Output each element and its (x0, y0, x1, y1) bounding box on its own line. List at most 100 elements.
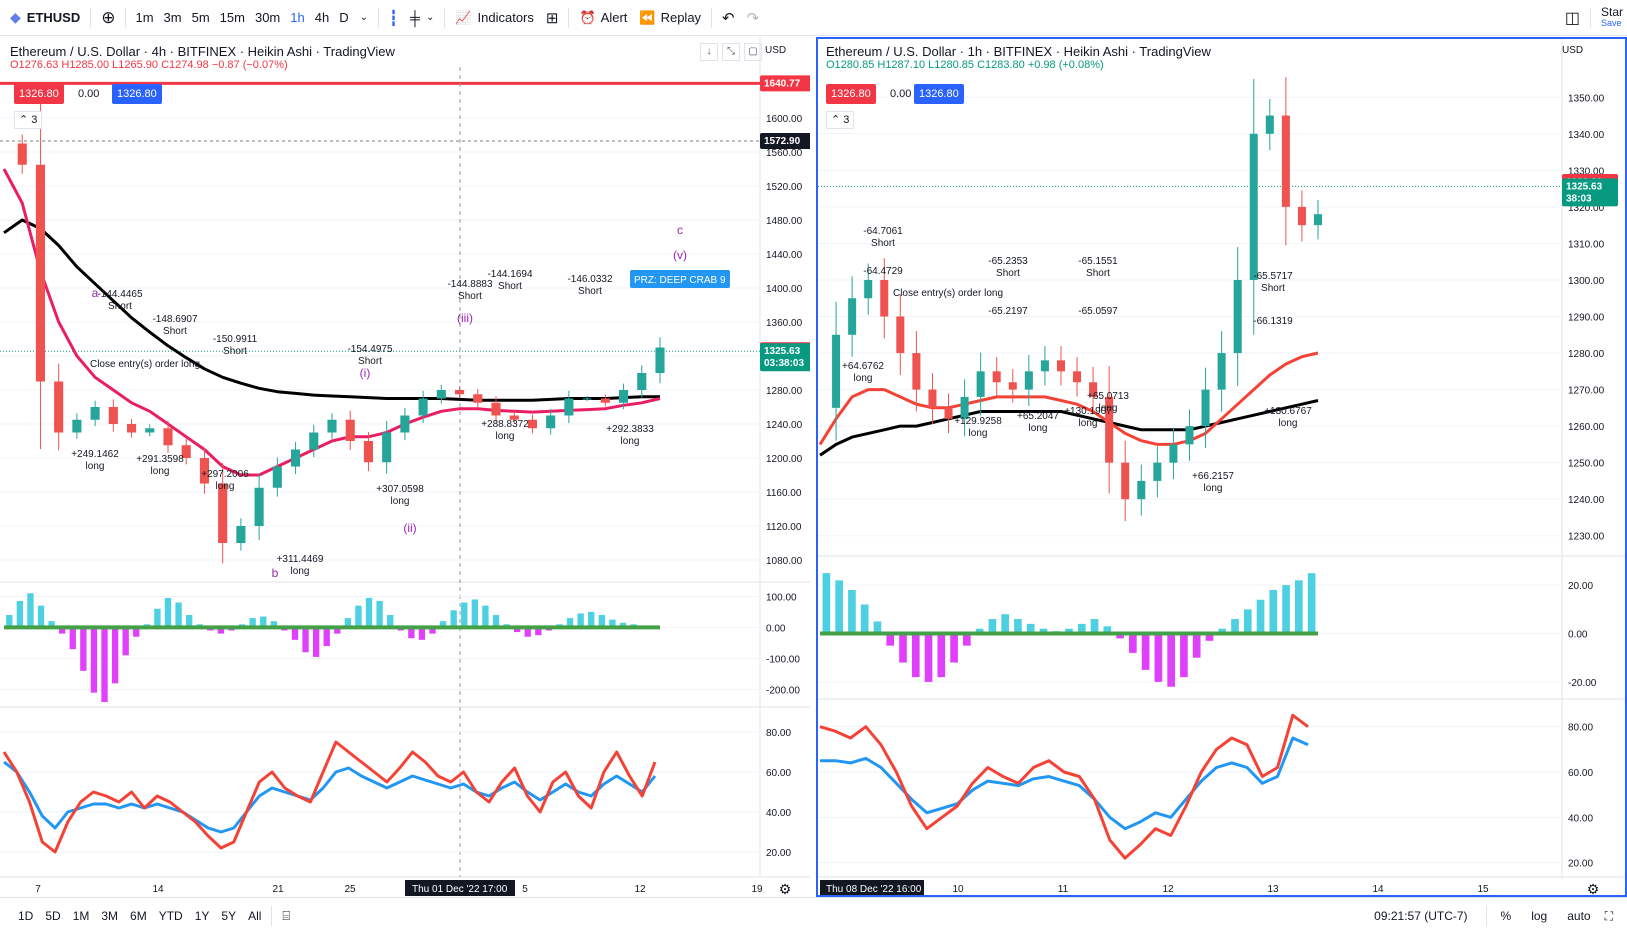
trade-annotation: -144.4465 (97, 289, 142, 300)
replay-label: Replay (660, 10, 702, 25)
trade-annotation-type: Short (358, 356, 382, 367)
chevron-down-icon: ⌄ (359, 12, 368, 23)
timeframe-1h[interactable]: 1h (290, 10, 305, 25)
range-1d[interactable]: 1D (18, 909, 34, 923)
trade-annotation: -144.8883 (447, 279, 492, 290)
price-axis-label: 1572.90 (764, 136, 801, 147)
bottom-toolbar: 1D 5D 1M 3M 6M YTD 1Y 5Y All ⌸ 09:21:57 (UTC-7) … (0, 897, 1627, 934)
timeframe-5m[interactable]: 5m (191, 10, 210, 25)
left-candle (345, 419, 355, 441)
right-bid-price[interactable]: 1326.80 (826, 84, 876, 104)
fullscreen-icon[interactable]: ⛶ (1604, 908, 1613, 923)
range-1m[interactable]: 1M (72, 909, 90, 923)
left-candle (254, 487, 264, 526)
price-axis-label-bg (1562, 178, 1618, 207)
range-ytd[interactable]: YTD (158, 909, 183, 923)
range-5y[interactable]: 5Y (221, 909, 237, 923)
left-candle (127, 424, 137, 433)
compare-button[interactable]: ⊕ (95, 4, 121, 32)
range-3m[interactable]: 3M (101, 909, 119, 923)
chart-type-button[interactable]: ┇ (383, 4, 404, 32)
range-all[interactable]: All (248, 909, 262, 923)
rewind-icon: ⏪ (639, 9, 656, 25)
trade-annotation-type: long (1099, 403, 1118, 414)
left-candle (291, 449, 301, 467)
settings-gear-icon: ⚙ (779, 881, 792, 897)
timeframe-4h[interactable]: 4h (314, 10, 330, 25)
arrow-down-icon[interactable]: ↓ (700, 43, 718, 61)
y-tick-label: 100.00 (766, 592, 797, 603)
timeframe-30m[interactable]: 30m (254, 10, 281, 25)
trade-annotation: +307.0598 (376, 484, 424, 495)
collapse-pane-icon[interactable]: ⤡ (722, 43, 740, 61)
x-tick-label: 7 (35, 884, 41, 895)
right-indicator-collapse[interactable]: ⌃ 3 (826, 111, 855, 129)
range-1y[interactable]: 1Y (194, 909, 210, 923)
trade-annotation: +311.4469 (277, 554, 324, 565)
right-chart-pane[interactable]: 1230.00 1240.00 1250.00 1260.00 1270.00 1280.… (816, 37, 1627, 897)
indicators-button[interactable]: 📈 Indicators (449, 4, 540, 32)
percent-toggle[interactable]: % (1500, 909, 1512, 923)
y-tick-label: 80.00 (766, 728, 791, 739)
maximize-pane-icon[interactable]: ▢ (744, 43, 762, 61)
left-currency-label[interactable]: USD (765, 45, 787, 56)
trade-annotation-type: long (969, 428, 988, 439)
auto-toggle[interactable]: auto (1567, 909, 1591, 923)
templates-button[interactable]: ⊞ (540, 4, 565, 32)
right-chart-canvas[interactable]: 1230.001240.001250.001260.001270.001280.… (818, 39, 1625, 895)
trade-annotation-type: long (1279, 418, 1298, 429)
save-button[interactable]: Star Save (1595, 4, 1627, 32)
trade-annotation: +129.9258 (954, 416, 1002, 427)
left-chart-title: Ethereum / U.S. Dollar · 4h · BITFINEX ·… (10, 44, 395, 59)
timeframe-15m[interactable]: 15m (219, 10, 245, 25)
goto-date-button[interactable]: ⌸ (276, 902, 296, 930)
bar-type-button[interactable]: ╪ ⌄ (404, 4, 440, 32)
timeframe-3m[interactable]: 3m (163, 10, 182, 25)
y-tick-label: -200.00 (766, 686, 800, 697)
y-tick-label: 1160.00 (766, 488, 802, 499)
left-candle (108, 407, 118, 424)
divider (271, 906, 273, 926)
left-chart-canvas[interactable]: 1080.001120.001160.001200.001240.001280.… (0, 37, 810, 897)
right-candle (976, 371, 985, 397)
right-candle (1169, 444, 1178, 463)
symbol-search[interactable]: ◆ ETHUSD (0, 4, 86, 32)
y-tick-label: 20.00 (1568, 581, 1593, 592)
price-axis-label-bg (760, 343, 810, 372)
undo-button[interactable]: ↶ (716, 4, 741, 32)
left-bid-price[interactable]: 1326.80 (14, 84, 64, 104)
replay-button[interactable]: ⏪ Replay (633, 4, 707, 32)
y-tick-label: 1520.00 (766, 182, 803, 193)
right-candle (944, 407, 953, 419)
trade-annotation-type: long (1029, 423, 1048, 434)
indicators-label: Indicators (477, 10, 534, 25)
timeframe-1m[interactable]: 1m (135, 10, 154, 25)
clock-time[interactable]: 09:21:57 (UTC-7) (1374, 909, 1468, 923)
left-candle (363, 441, 373, 463)
left-candle (90, 407, 100, 420)
redo-button[interactable]: ↷ (741, 4, 766, 32)
alert-button[interactable]: ⏰ Alert (573, 4, 633, 32)
timeframe-dropdown[interactable]: ⌄ (354, 4, 374, 32)
wave-label: b (272, 566, 279, 580)
range-6m[interactable]: 6M (130, 909, 147, 923)
layout-button[interactable]: ◫ (1559, 4, 1586, 32)
right-ask-price[interactable]: 1326.80 (914, 84, 964, 104)
left-indicator-collapse[interactable]: ⌃ 3 (14, 111, 43, 129)
right-candle (1281, 115, 1290, 207)
divider (125, 7, 127, 28)
range-5d[interactable]: 5D (45, 909, 61, 923)
left-candle (163, 428, 173, 446)
bars-icon: ╪ (410, 9, 420, 26)
timeframe-d[interactable]: D (339, 10, 349, 25)
log-toggle[interactable]: log (1531, 909, 1548, 923)
right-currency-label[interactable]: USD (1562, 45, 1584, 56)
left-ask-price[interactable]: 1326.80 (112, 84, 162, 104)
trade-annotation: -64.7061 (863, 226, 903, 237)
wave-label: a (92, 286, 99, 300)
crosshair-time-bg (405, 880, 515, 896)
left-chart-pane[interactable]: 1080.00 1120.00 1160.00 1200.00 1240.00 1280.… (0, 37, 810, 897)
trade-annotation: -65.5717 (1253, 271, 1293, 282)
left-candle (181, 445, 191, 458)
left-candle (400, 415, 410, 433)
